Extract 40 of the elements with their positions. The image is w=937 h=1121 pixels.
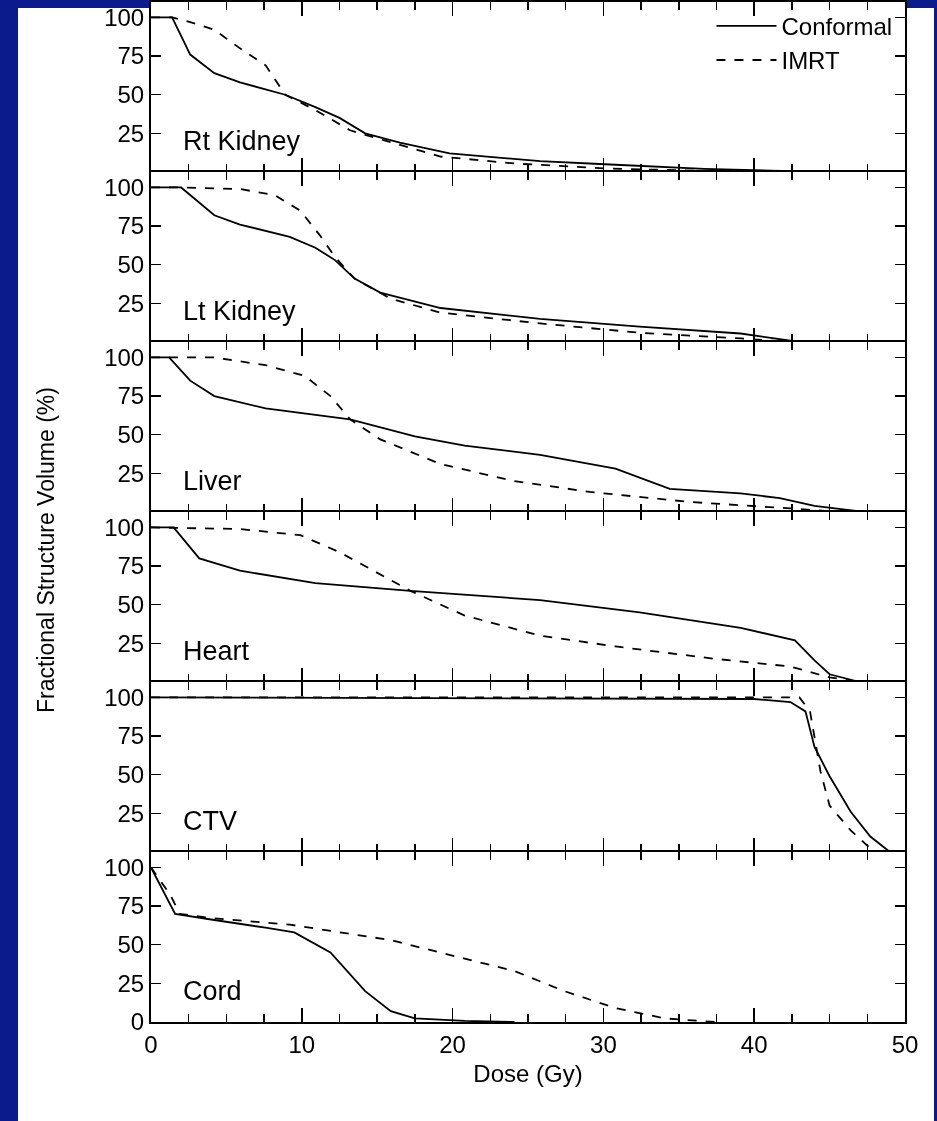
y-tick-label: 100 [104, 683, 145, 711]
annotation: Heart [183, 636, 250, 666]
legend-label: Conformal [781, 13, 893, 41]
y-tick-label: 25 [117, 799, 145, 827]
y-tick-label: 50 [117, 931, 145, 959]
y-tick-label: 75 [117, 552, 145, 580]
x-tick-label: 40 [740, 1030, 768, 1058]
x-axis-title: Dose (Gy) [473, 1059, 583, 1087]
y-axis-title: Fractional Structure Volume (%) [32, 387, 60, 713]
y-tick-label: 100 [104, 853, 145, 881]
y-tick-label: 50 [117, 591, 145, 619]
legend-label: IMRT [781, 47, 841, 75]
x-tick-label: 20 [439, 1030, 466, 1058]
y-tick-label: 25 [117, 459, 145, 487]
y-tick-label: 100 [104, 513, 145, 541]
annotation: CTV [183, 806, 237, 836]
y-tick-label: 75 [117, 892, 145, 920]
y-tick-label: 75 [117, 42, 145, 70]
y-tick-label: 25 [117, 289, 145, 317]
y-tick-label: 50 [117, 421, 145, 449]
y-tick-label: 25 [117, 119, 145, 147]
y-tick-label: 25 [117, 629, 145, 657]
y-tick-label: 100 [104, 343, 145, 371]
x-tick-label: 30 [590, 1030, 617, 1058]
y-tick-label: 100 [104, 173, 145, 201]
x-tick-label: 50 [891, 1030, 919, 1058]
y-tick-label: 50 [117, 81, 145, 109]
y-tick-label: 75 [117, 382, 145, 410]
y-tick-label: 100 [104, 3, 145, 31]
y-tick-label: 75 [117, 212, 145, 240]
y-tick-label: 50 [117, 251, 145, 279]
annotation: Cord [183, 976, 242, 1006]
y-tick-label: 0 [130, 1008, 145, 1036]
y-tick-label: 50 [117, 761, 145, 789]
annotation: Lt Kidney [183, 296, 297, 326]
x-tick-label: 10 [288, 1030, 316, 1058]
y-tick-label: 75 [117, 722, 145, 750]
annotation: Liver [183, 466, 242, 496]
annotation: Rt Kidney [183, 126, 301, 156]
y-tick-label: 25 [117, 969, 145, 997]
